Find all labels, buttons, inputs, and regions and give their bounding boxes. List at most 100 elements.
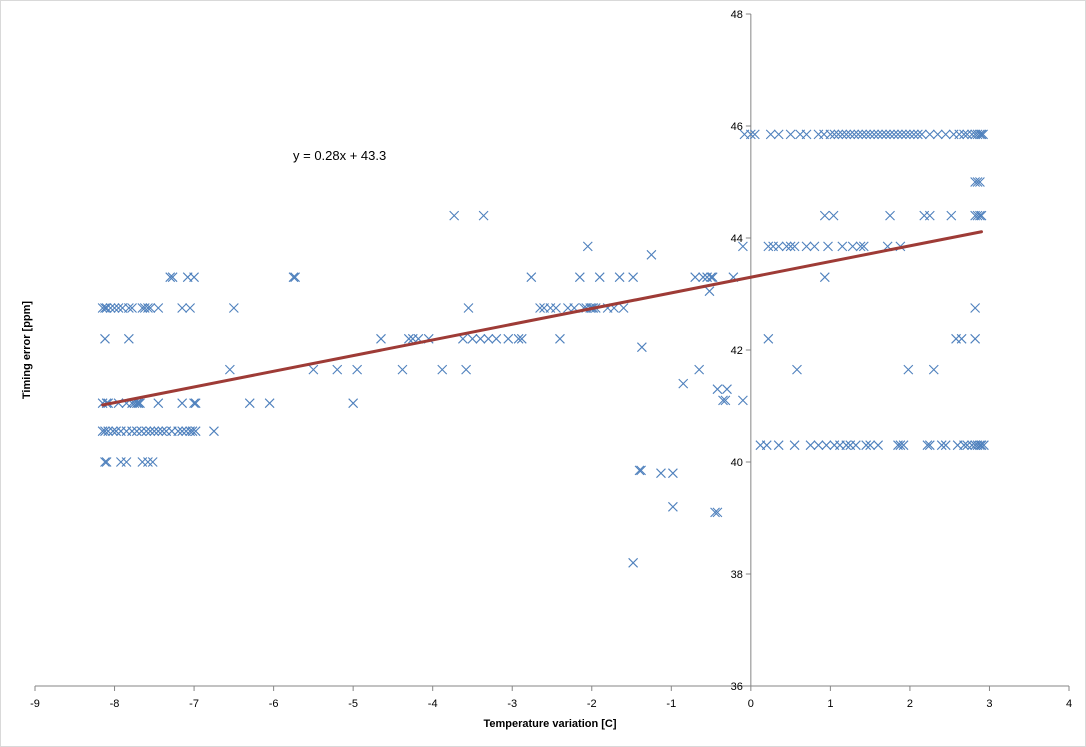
data-point	[153, 398, 164, 409]
data-point	[718, 395, 728, 406]
data-point	[970, 177, 981, 187]
data-point	[865, 440, 876, 451]
data-point	[722, 384, 732, 395]
x-tick-label: -7	[189, 698, 199, 710]
data-point	[177, 398, 188, 409]
data-point	[976, 210, 987, 221]
x-tick-label: -6	[269, 698, 279, 710]
data-point	[785, 241, 796, 252]
data-point	[869, 129, 880, 140]
data-point	[801, 129, 812, 140]
data-point	[809, 241, 820, 252]
data-point	[397, 364, 408, 375]
data-point	[924, 440, 935, 451]
data-point	[873, 129, 883, 140]
data-point	[190, 426, 201, 437]
x-tick-label: -4	[428, 698, 438, 710]
data-point	[924, 129, 935, 140]
data-point	[903, 364, 914, 375]
data-point	[972, 210, 983, 221]
data-point	[837, 241, 848, 252]
data-point	[516, 333, 527, 344]
data-point	[877, 129, 887, 140]
data-point	[761, 440, 772, 451]
data-point	[749, 129, 760, 140]
x-tick-label: 0	[748, 698, 754, 710]
data-point	[167, 272, 178, 283]
data-point	[970, 303, 981, 313]
data-point	[805, 440, 816, 451]
data-point	[189, 398, 199, 409]
data-point	[100, 333, 110, 344]
data-point	[720, 395, 731, 406]
data-point	[936, 440, 947, 451]
data-point	[905, 129, 915, 140]
data-point	[847, 241, 858, 252]
data-point	[801, 241, 812, 252]
data-point	[704, 286, 715, 297]
data-point	[789, 241, 800, 252]
data-point	[594, 272, 605, 283]
data-point	[209, 426, 219, 437]
data-point	[149, 426, 160, 437]
data-point	[224, 364, 235, 375]
data-point	[946, 210, 957, 221]
data-point	[979, 440, 989, 451]
data-point	[825, 129, 836, 140]
data-point	[100, 457, 110, 467]
data-point	[785, 129, 796, 140]
data-point	[698, 272, 709, 283]
y-tick-label: 48	[731, 9, 743, 21]
data-point	[190, 398, 201, 409]
data-point	[912, 129, 923, 140]
data-point	[828, 210, 839, 221]
data-point	[614, 272, 625, 283]
data-point	[244, 398, 255, 409]
data-point	[738, 241, 748, 252]
data-point	[463, 303, 474, 313]
data-point	[823, 241, 833, 252]
data-point	[928, 364, 939, 375]
data-point	[959, 440, 969, 451]
data-point	[956, 333, 967, 344]
x-tick-label: -1	[666, 698, 676, 710]
data-point	[959, 129, 969, 140]
data-point	[513, 333, 524, 344]
data-point	[348, 398, 359, 409]
data-point	[932, 129, 943, 140]
data-point	[582, 241, 593, 252]
data-point	[264, 398, 275, 409]
data-point	[916, 129, 927, 140]
data-point	[526, 272, 537, 283]
data-point	[189, 272, 199, 283]
y-tick-label: 42	[731, 345, 743, 357]
data-point	[763, 241, 774, 252]
data-point	[922, 440, 933, 451]
data-point	[710, 507, 720, 518]
data-point	[437, 364, 448, 375]
data-point	[145, 426, 156, 437]
data-point	[461, 364, 471, 375]
data-point	[153, 303, 164, 313]
data-point	[712, 507, 723, 518]
y-tick-label: 38	[731, 569, 743, 581]
data-point	[147, 457, 158, 467]
data-point	[131, 426, 142, 437]
data-point	[954, 129, 965, 140]
data-point	[861, 440, 872, 451]
data-point	[618, 303, 629, 313]
data-point	[975, 177, 985, 187]
data-point	[841, 129, 852, 140]
data-point	[173, 426, 184, 437]
x-tick-label: -3	[507, 698, 517, 710]
trendline-layer	[101, 230, 984, 407]
data-point	[628, 272, 639, 283]
data-point	[628, 557, 639, 568]
data-point	[893, 129, 903, 140]
data-point	[145, 303, 156, 313]
data-point	[332, 364, 343, 375]
data-point	[574, 272, 585, 283]
data-point	[841, 440, 852, 451]
data-point	[646, 249, 657, 260]
data-point	[668, 468, 678, 479]
